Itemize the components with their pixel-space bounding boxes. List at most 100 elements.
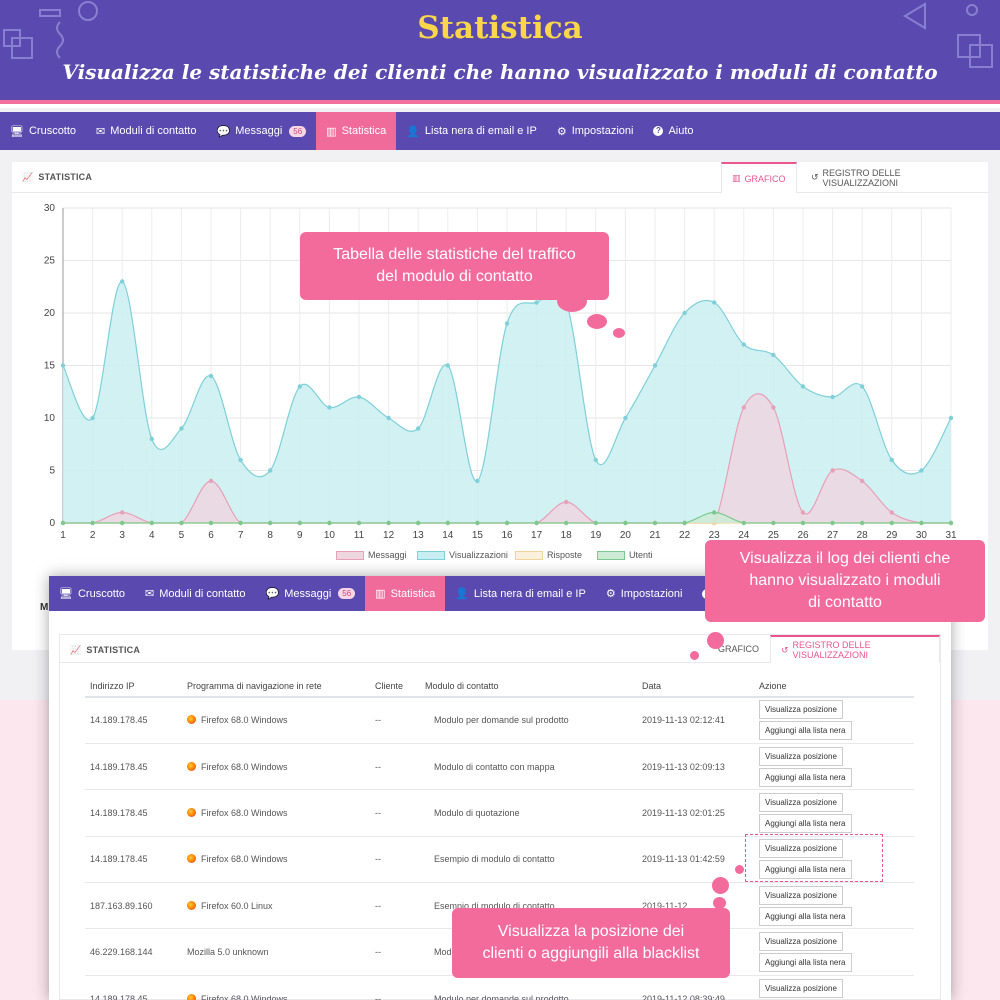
legend-item[interactable]: Messaggi <box>336 550 407 560</box>
legend-swatch <box>515 550 543 560</box>
add-to-blacklist-button[interactable]: Aggiungi alla lista nera <box>759 953 852 973</box>
nav-item-messaggi[interactable]: 💬 Messaggi 56 <box>255 576 365 611</box>
view-location-button[interactable]: Visualizza posizione <box>759 885 843 905</box>
legend-swatch <box>336 550 364 560</box>
data-point <box>800 384 806 389</box>
data-point <box>948 415 954 421</box>
customer-cell: -- <box>370 697 420 744</box>
legend-label: Utenti <box>629 550 653 560</box>
browser-cell: Firefox 68.0 Windows <box>182 697 370 744</box>
x-tick-label: 21 <box>649 530 661 541</box>
x-tick-label: 4 <box>149 530 155 541</box>
view-location-button[interactable]: Visualizza posizione <box>759 792 843 812</box>
nav-item-label: Cruscotto <box>77 587 126 600</box>
header-banner: Statistica Visualizza le statistiche dei… <box>0 0 1000 100</box>
data-point <box>149 520 154 526</box>
x-tick-label: 7 <box>238 530 244 541</box>
table-row: 14.189.178.45 Firefox 68.0 Windows -- Esemp… <box>85 836 914 884</box>
log-tab-chart[interactable]: GRAFICO <box>718 644 760 654</box>
data-point <box>860 478 865 484</box>
data-point <box>741 342 746 347</box>
nav-item-statistica[interactable]: ▥ Statistica <box>316 112 397 150</box>
nav-item-lista-nera-di-email-e-ip[interactable]: 👤 Lista nera di email e IP <box>396 112 547 150</box>
legend-item[interactable]: Utenti <box>597 550 653 560</box>
add-to-blacklist-button[interactable]: Aggiungi alla lista nera <box>759 906 852 926</box>
x-tick-label: 25 <box>768 530 780 541</box>
data-point <box>682 520 687 526</box>
data-point <box>504 520 510 526</box>
gear-icon: ⚙ <box>605 588 616 600</box>
banner-stripe <box>0 100 1000 104</box>
legend-item[interactable]: Risposte <box>515 550 582 560</box>
data-point <box>860 384 865 389</box>
nav-item-impostazioni[interactable]: ⚙ Impostazioni <box>596 576 693 611</box>
view-location-button[interactable]: Visualizza posizione <box>759 700 843 720</box>
data-point <box>208 373 214 379</box>
log-tab-log[interactable]: ↺ REGISTRO DELLE VISUALIZZAZIONI <box>770 635 940 663</box>
y-tick-label: 10 <box>44 413 56 424</box>
data-point <box>120 510 125 515</box>
message-count-badge: 56 <box>289 125 307 137</box>
date-cell: 2019-11-13 02:09:13 <box>637 743 754 791</box>
add-to-blacklist-button[interactable]: Aggiungi alla lista nera <box>759 767 852 787</box>
log-table-header: Indirizzo IP Programma di navigazione in … <box>85 675 914 698</box>
view-location-button[interactable]: Visualizza posizione <box>759 746 843 766</box>
callout-chart: Tabella delle statistiche del traffico d… <box>300 232 609 300</box>
nav-item-messaggi[interactable]: 💬 Messaggi 56 <box>206 112 316 150</box>
legend-item[interactable]: Visualizzazioni <box>417 550 508 560</box>
callout-dot <box>557 290 587 312</box>
data-point <box>889 510 894 515</box>
form-cell: Esempio di modulo di contatto <box>420 836 637 884</box>
data-point <box>90 415 95 421</box>
x-tick-label: 20 <box>620 530 632 541</box>
ip-cell: 187.163.89.160 <box>85 882 182 930</box>
firefox-icon <box>187 900 196 910</box>
view-location-button[interactable]: Visualizza posizione <box>759 978 843 998</box>
customer-cell: -- <box>370 743 420 791</box>
data-point <box>179 520 184 526</box>
nav-item-moduli-di-contatto[interactable]: ✉ Moduli di contatto <box>135 576 255 611</box>
data-point <box>475 478 480 484</box>
nav-item-statistica[interactable]: ▥ Statistica <box>365 576 446 611</box>
data-point <box>208 520 214 526</box>
tab-log[interactable]: ↺ REGISTRO DELLE VISUALIZZAZIONI <box>811 167 901 188</box>
callout-dot <box>587 314 607 329</box>
view-location-button[interactable]: Visualizza posizione <box>759 839 843 859</box>
callout-dot <box>690 651 699 660</box>
data-point <box>830 468 835 473</box>
form-cell: Modulo per domande sul prodotto <box>420 697 637 744</box>
data-point <box>90 520 95 526</box>
data-point <box>327 520 332 526</box>
nav-item-label: Messaggi <box>284 587 332 600</box>
browser-cell: Firefox 68.0 Windows <box>182 975 370 1000</box>
view-location-button[interactable]: Visualizza posizione <box>759 932 843 952</box>
add-to-blacklist-button[interactable]: Aggiungi alla lista nera <box>759 813 852 833</box>
nav-item-label: Moduli di contatto <box>110 125 197 137</box>
envelope-icon: ✉ <box>96 125 106 138</box>
nav-item-label: Statistica <box>341 125 387 137</box>
nav-item-cruscotto[interactable]: 🖥 Cruscotto <box>49 576 135 611</box>
add-to-blacklist-button[interactable]: Aggiungi alla lista nera <box>759 721 852 741</box>
add-to-blacklist-button[interactable]: Aggiungi alla lista nera <box>759 860 852 880</box>
data-point <box>386 520 391 526</box>
nav-item-aiuto[interactable]: ? Aiuto <box>643 112 703 150</box>
tab-chart[interactable]: ▥ GRAFICO <box>721 162 797 193</box>
nav-item-label: Lista nera di email e IP <box>424 125 537 137</box>
x-tick-label: 5 <box>179 530 185 541</box>
data-point <box>682 310 687 316</box>
data-point <box>504 321 510 326</box>
callout-log: Visualizza il log dei clienti che hanno … <box>705 540 985 622</box>
x-tick-label: 29 <box>886 530 898 541</box>
nav-item-moduli-di-contatto[interactable]: ✉ Moduli di contatto <box>86 112 206 150</box>
customer-cell: -- <box>370 975 420 1000</box>
monitor-icon: 🖥 <box>10 125 24 138</box>
nav-item-impostazioni[interactable]: ⚙ Impostazioni <box>547 112 644 150</box>
data-point <box>564 520 569 526</box>
history-icon: ↺ <box>781 644 789 655</box>
nav-item-cruscotto[interactable]: 🖥 Cruscotto <box>0 112 86 150</box>
nav-item-lista-nera-di-email-e-ip[interactable]: 👤 Lista nera di email e IP <box>445 576 596 611</box>
banner-title: Statistica <box>417 10 583 46</box>
data-point <box>771 520 776 526</box>
